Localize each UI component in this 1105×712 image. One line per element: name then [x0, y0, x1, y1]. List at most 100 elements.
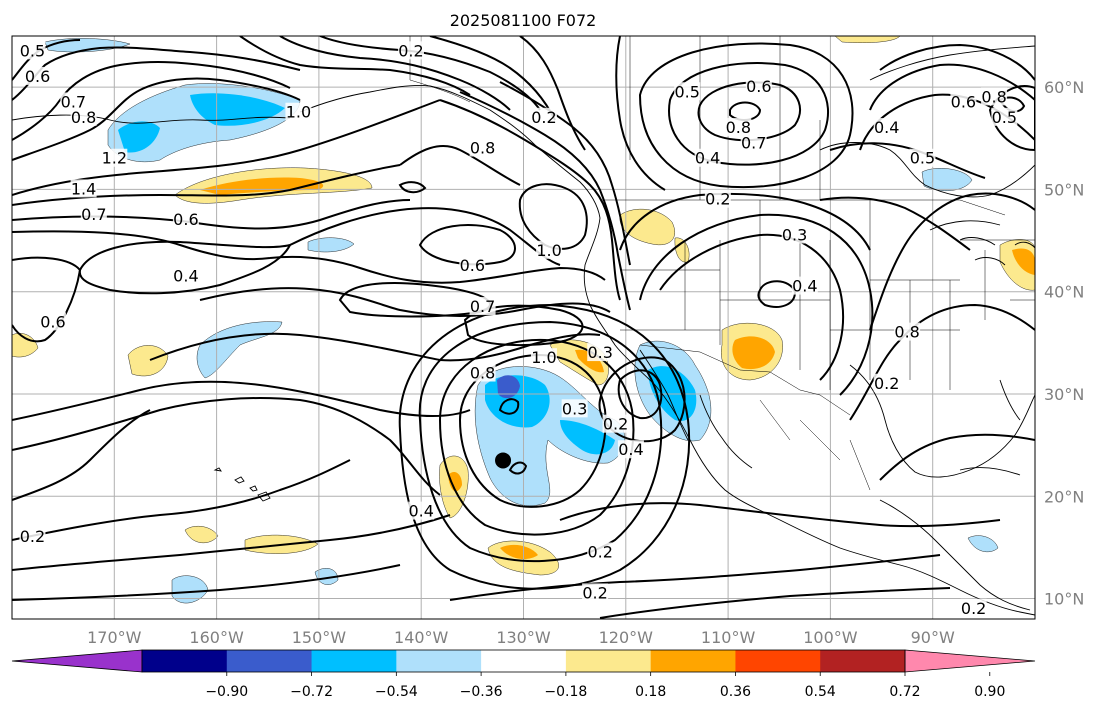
lon-tick-label: 130°W	[496, 628, 551, 647]
contour-top-4	[429, 36, 556, 121]
contour-cutoff-inner	[498, 398, 520, 415]
contour-label: 0.5	[992, 108, 1017, 127]
contour-label: 0.4	[874, 118, 899, 137]
gridlines	[12, 36, 1035, 619]
contour-label-halo	[960, 598, 987, 617]
contour-bering-2	[12, 61, 291, 141]
contour-label-halo	[561, 399, 588, 418]
contour-label-halo	[745, 77, 772, 96]
colorbar: −0.90 −0.72 −0.54 −0.36 −0.18 0.18 0.36 0.54 0.7…	[11, 649, 1036, 700]
contour-label-halo	[909, 148, 936, 167]
contour-loop-15	[398, 181, 427, 194]
shade-mid-blue-core	[497, 375, 520, 399]
contour-low-4	[12, 459, 351, 541]
lon-tick-label: 110°W	[701, 628, 756, 647]
lon-tick-label: 170°W	[87, 628, 142, 647]
contour-high-2	[668, 62, 830, 166]
contour-south-1	[559, 502, 1001, 528]
coast-hawaii	[213, 467, 271, 502]
coast-florida-cuba	[959, 379, 1021, 476]
contour-label: 0.6	[951, 92, 976, 111]
contour-trough-loop	[518, 183, 588, 250]
contour-label: 1.0	[531, 348, 556, 367]
colorbar-tick-label: 0.90	[974, 684, 1005, 700]
contour-label: 1.4	[71, 179, 96, 198]
contour-label: 0.4	[408, 502, 433, 521]
contour-label: 0.4	[173, 266, 198, 285]
latitude-labels: 60°N 50°N 40°N 30°N 20°N 10°N	[1044, 78, 1084, 608]
colorbar-tick-label: −0.54	[375, 684, 418, 700]
shade-orange-subtropic-1	[448, 471, 462, 492]
contour-label-halo	[469, 363, 496, 382]
contour-label-halo	[172, 266, 199, 285]
contour-label: 0.3	[562, 399, 587, 418]
map-frame	[11, 35, 1036, 620]
lon-tick-label: 90°W	[911, 628, 955, 647]
contour-label-halo	[781, 225, 808, 244]
contour-label-halo	[587, 542, 614, 561]
contour-label-halo	[536, 240, 563, 259]
colorbar-tick-label: 0.18	[635, 684, 666, 700]
contour-low-1	[12, 380, 471, 421]
contour-label: 0.3	[782, 225, 807, 244]
colorbar-frame	[141, 649, 906, 673]
coast-baja	[639, 349, 753, 469]
contour-label: 0.7	[741, 133, 766, 152]
contour-east-2	[639, 213, 874, 396]
contour-east-6	[879, 433, 1035, 481]
coast-gulf-mexico	[849, 364, 1035, 478]
contour-label: 0.8	[71, 108, 96, 127]
shade-blue-west-mid	[196, 321, 283, 379]
contour-label: 1.0	[286, 103, 311, 122]
colorbar-segment	[396, 650, 482, 672]
lat-tick-label: 30°N	[1044, 385, 1084, 404]
shade-cyan-southeast	[560, 420, 615, 455]
colorbar-tick-label: −0.72	[290, 684, 333, 700]
contour-west-outer	[12, 256, 82, 343]
coast-alaska-aleutians	[12, 85, 601, 219]
contour-label-halo	[725, 118, 752, 137]
colorbar-segment	[820, 650, 906, 672]
contour-east-3	[619, 192, 871, 251]
contour-mid-2	[269, 255, 606, 284]
shade-orange-subtropic-2	[500, 544, 538, 560]
contour-mid-loop	[418, 224, 516, 266]
contour-cutoff-center	[508, 461, 528, 475]
contour-label: 0.6	[746, 77, 771, 96]
contour-top-1	[239, 36, 471, 96]
contour-label: 0.4	[792, 277, 817, 296]
contour-top-5	[519, 36, 586, 151]
contour-label: 0.2	[874, 374, 899, 393]
border-mexico-states	[759, 399, 871, 491]
contour-label-halo	[791, 276, 818, 295]
shade-orange-great-lakes	[1012, 248, 1035, 275]
contour-label-halo	[894, 322, 921, 341]
contour-label-halo	[950, 92, 977, 111]
contour-high-3	[638, 42, 854, 189]
colorbar-segment	[226, 650, 313, 672]
contour-label: 0.5	[674, 82, 699, 101]
contour-label-halo	[582, 583, 609, 602]
contour-ne-1	[879, 43, 1035, 81]
contour-label-halo	[991, 107, 1018, 126]
contour-label: 0.8	[470, 364, 495, 383]
contour-label-halo	[70, 107, 97, 126]
contour-south-2	[449, 554, 941, 601]
colorbar-tick-label: −0.36	[460, 684, 503, 700]
contour-low-3	[12, 409, 151, 501]
contour-label-halo	[397, 41, 424, 60]
contour-label-halo	[602, 414, 629, 433]
contour-label: 0.6	[25, 67, 50, 86]
colorbar-tick-label: −0.90	[205, 684, 248, 700]
contour-label-halo	[172, 210, 199, 229]
shade-yellow-west-3	[127, 345, 169, 377]
contour-label: 0.3	[587, 343, 612, 362]
shade-orange-arizona	[732, 336, 775, 370]
map-content: 0.20.60.50.70.81.21.40.7 0.60.40.60.21.00…	[12, 36, 1035, 619]
contour-label-halo	[694, 148, 721, 167]
border-alaska-canada	[409, 36, 471, 103]
contour-label: 0.2	[398, 41, 423, 60]
shade-blue-west-small	[307, 237, 355, 253]
contour-high-1	[697, 81, 801, 142]
contour-label-halo	[530, 348, 557, 367]
